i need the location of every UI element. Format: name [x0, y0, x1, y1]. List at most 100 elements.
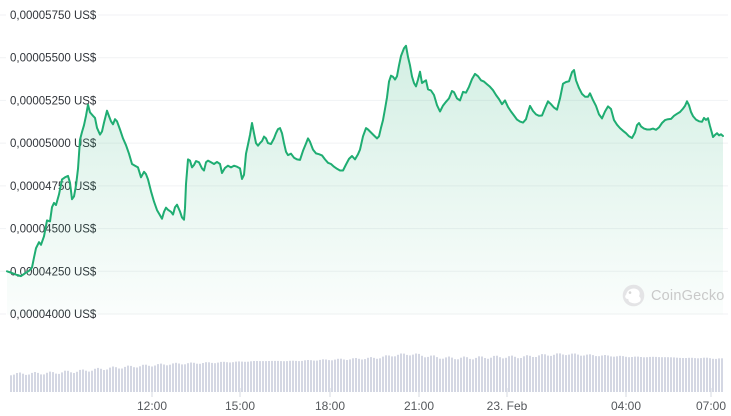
volume-bar [394, 356, 396, 392]
volume-bar [601, 355, 603, 392]
volume-bar [439, 358, 441, 392]
volume-bar [613, 356, 615, 392]
volume-bar [628, 357, 630, 392]
volume-bar [79, 369, 81, 392]
volume-bar [505, 357, 507, 392]
volume-bar [295, 360, 297, 392]
y-axis-label: 0,00005250 US$ [10, 95, 97, 107]
volume-bar [667, 357, 669, 392]
volume-bar [328, 360, 330, 392]
volume-bar [274, 360, 276, 392]
volume-bar [403, 353, 405, 392]
volume-bar [64, 370, 66, 392]
volume-bar [256, 361, 258, 392]
volume-bar [589, 354, 591, 392]
volume-bar [430, 355, 432, 392]
x-axis-label: 04:00 [611, 399, 641, 413]
volume-bar [490, 357, 492, 392]
volume-bar [367, 357, 369, 392]
volume-bar [142, 364, 144, 392]
volume-bar [310, 360, 312, 392]
volume-bar [616, 356, 618, 392]
volume-bar [172, 363, 174, 392]
volume-bar [121, 368, 123, 392]
volume-bar [196, 363, 198, 392]
volume-bar [133, 367, 135, 392]
volume-bar [205, 362, 207, 392]
volume-bar [463, 356, 465, 392]
volume-bar [46, 372, 48, 392]
y-label-bg [6, 92, 98, 108]
volume-bar [502, 358, 504, 392]
volume-bar [484, 358, 486, 392]
volume-bar [40, 374, 42, 392]
volume-bar [535, 357, 537, 392]
volume-bar [445, 357, 447, 392]
volume-bar [49, 371, 51, 392]
volume-bar [709, 358, 711, 392]
volume-bar [427, 356, 429, 392]
volume-bar [187, 363, 189, 392]
volume-bar [658, 357, 660, 392]
volume-bar [379, 358, 381, 392]
volume-bar [361, 359, 363, 392]
volume-bar [706, 357, 708, 392]
volume-bar [391, 356, 393, 392]
volume-bar [301, 360, 303, 392]
volume-bar [712, 358, 714, 392]
volume-bar [631, 357, 633, 392]
volume-bar [94, 368, 96, 392]
volume-bar [466, 357, 468, 392]
x-axis: 12:00 15:00 18:00 21:00 23. Feb 04:00 07:00 [137, 388, 726, 413]
volume-bar [61, 372, 63, 392]
volume-bar [13, 374, 15, 392]
volume-bar [592, 355, 594, 392]
volume-bar [157, 364, 159, 392]
volume-bar [322, 359, 324, 392]
volume-bar [685, 358, 687, 392]
volume-bar [313, 360, 315, 392]
volume-bar [139, 366, 141, 392]
volume-bar [526, 355, 528, 392]
volume-bar [214, 363, 216, 392]
volume-bar [520, 358, 522, 392]
volume-bar [241, 361, 243, 392]
volume-bar [646, 357, 648, 392]
volume-bar [289, 360, 291, 392]
volume-bar [52, 372, 54, 392]
volume-bar [424, 357, 426, 392]
volume-bar [31, 372, 33, 392]
volume-bar [451, 357, 453, 392]
volume-bar [550, 355, 552, 392]
volume-bar [115, 367, 117, 392]
volume-bar [136, 367, 138, 392]
volume-bar [718, 358, 720, 392]
volume-bar [499, 357, 501, 392]
volume-bar [481, 356, 483, 392]
volume-bar [190, 362, 192, 392]
volume-bar [436, 357, 438, 392]
volume-bar [82, 369, 84, 392]
x-axis-label: 18:00 [315, 399, 345, 413]
volume-bar [334, 359, 336, 392]
volume-bar [697, 358, 699, 392]
y-label-bg [6, 7, 98, 23]
volume-bar [574, 353, 576, 392]
volume-bar [19, 372, 21, 392]
price-line[interactable] [6, 44, 724, 278]
volume-bar [307, 360, 309, 392]
volume-bar [442, 358, 444, 392]
volume-bar [532, 357, 534, 392]
volume-bar [418, 353, 420, 392]
volume-bar [676, 357, 678, 392]
volume-bar [460, 357, 462, 392]
y-axis-label: 0,00005000 US$ [10, 138, 97, 150]
volume-bar [232, 362, 234, 392]
volume-bar [286, 361, 288, 392]
volume-bar [271, 360, 273, 392]
volume-bar [37, 372, 39, 392]
volume-bar [193, 362, 195, 392]
volume-bar [496, 355, 498, 392]
volume-bar [34, 372, 36, 392]
